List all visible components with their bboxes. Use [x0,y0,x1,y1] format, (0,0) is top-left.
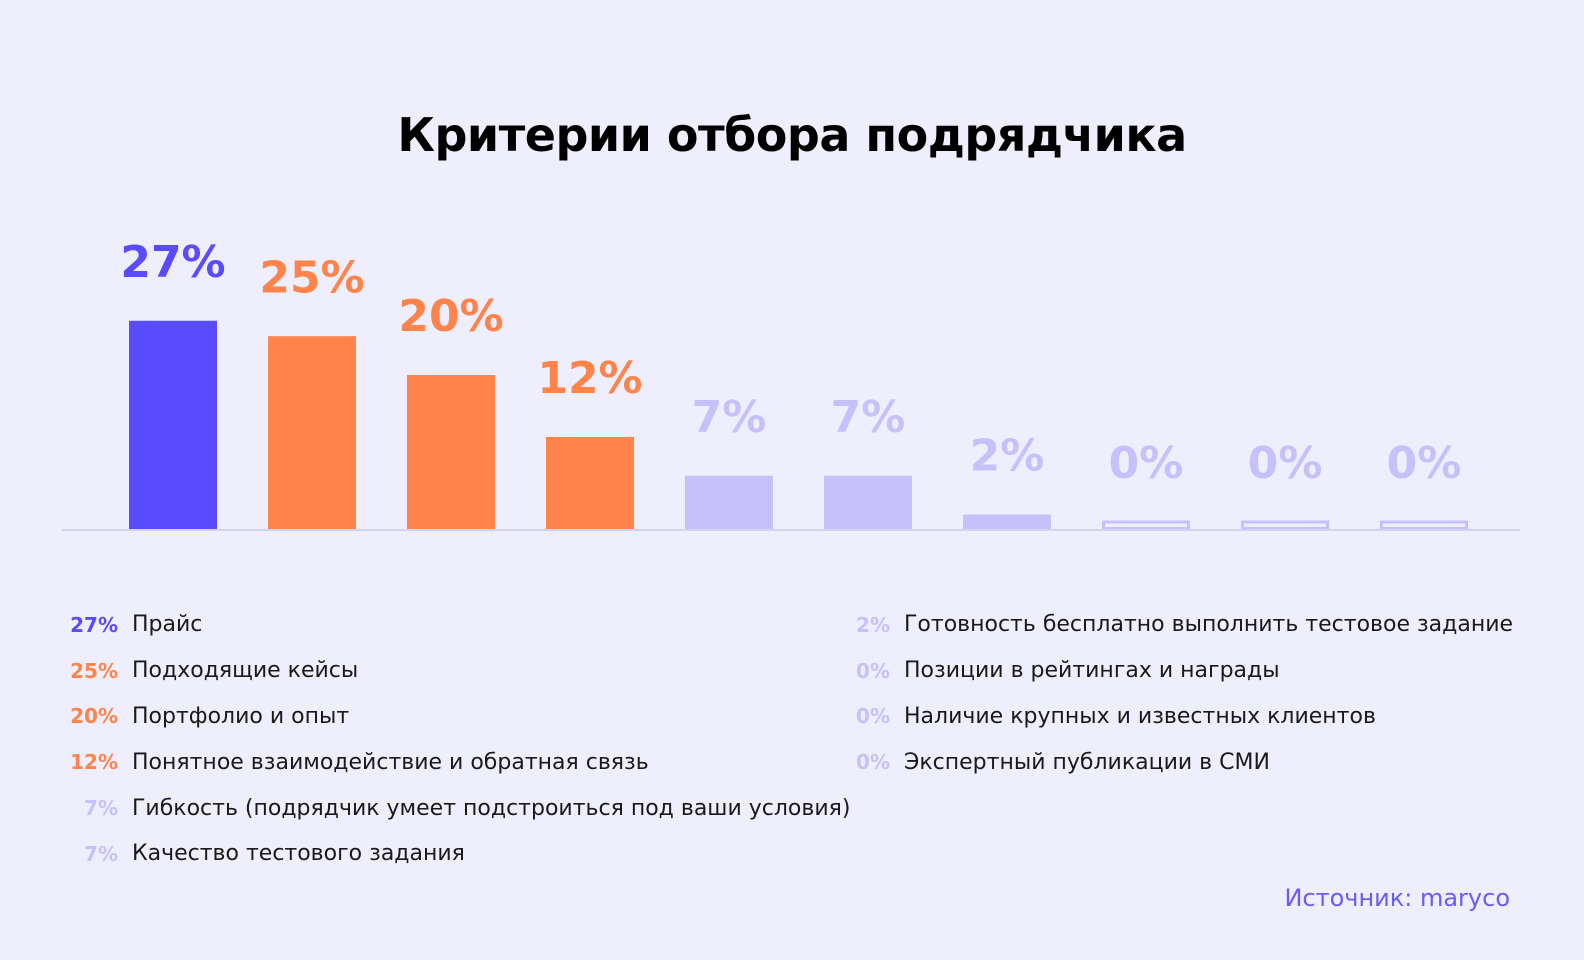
bar-value-label: 2% [970,431,1045,482]
legend-label: Экспертный публикации в СМИ [904,749,1270,775]
bar [407,375,495,530]
bar-value-label: 20% [398,291,503,342]
source-label: Источник: maryco [1284,884,1510,912]
legend-item: 27% Прайс [60,602,850,648]
legend-percent: 25% [70,658,118,683]
bar-chart: 27% 25% 20% 12% 7% 7% 2% 0% 0% 0% [62,237,1520,531]
legend-item: 25% Подходящие кейсы [60,648,850,694]
legend-label: Портфолио и опыт [132,703,350,729]
legend-label: Качество тестового задания [132,841,465,867]
legend-percent: 0% [856,658,890,683]
bar-value-label: 27% [120,237,225,288]
legend-percent: 0% [856,704,890,729]
bar [685,475,773,530]
legend-label: Готовность бесплатно выполнить тестовое … [904,612,1514,638]
legend-label: Понятное взаимодействие и обратная связь [132,749,649,775]
legend-label: Наличие крупных и известных клиентов [904,703,1376,729]
bar [546,437,634,530]
bars-group [129,320,1468,530]
legend-percent: 20% [70,704,118,729]
legend-label: Гибкость (подрядчик умеет подстроиться п… [132,795,851,821]
bar-value-label: 7% [831,392,906,443]
bar [1241,520,1329,530]
legend-item: 20% Портфолио и опыт [60,694,850,740]
legend-percent: 7% [84,796,118,821]
legend-percent: 0% [856,750,890,775]
legend-item: 0% Позиции в рейтингах и награды [840,648,1513,694]
legend-item: 7% Качество тестового задания [60,831,850,877]
bar [963,514,1051,530]
bar-value-label: 7% [692,392,767,443]
bar [824,475,912,530]
bar-value-label: 12% [537,353,642,404]
legend-label: Позиции в рейтингах и награды [904,658,1280,684]
bar [129,320,217,530]
bar-value-label: 0% [1109,438,1184,489]
legend-percent: 27% [70,612,118,637]
legend-percent: 12% [70,750,118,775]
legend-item: 0% Наличие крупных и известных клиентов [840,694,1513,740]
legend-item: 7% Гибкость (подрядчик умеет подстроиться… [60,785,850,831]
legend-item: 0% Экспертный публикации в СМИ [840,739,1513,785]
chart-title: Критерии отбора подрядчика [397,108,1187,162]
legend-item: 12% Понятное взаимодействие и обратная св… [60,739,850,785]
legend-right: 2% Готовность бесплатно выполнить тестово… [840,602,1513,785]
value-labels-group: 27% 25% 20% 12% 7% 7% 2% 0% 0% 0% [120,237,1461,489]
legend-left: 27% Прайс 25% Подходящие кейсы 20% Портфолио … [60,602,850,877]
bar [1102,520,1190,530]
bar-value-label: 0% [1387,438,1462,489]
legend-percent: 7% [84,841,118,866]
legend-label: Прайс [132,612,203,638]
bar-value-label: 0% [1248,438,1323,489]
bar [268,336,356,530]
legend-label: Подходящие кейсы [132,658,359,684]
bar [1380,520,1468,530]
bar-value-label: 25% [259,252,364,303]
legend-percent: 2% [856,612,890,637]
legend-item: 2% Готовность бесплатно выполнить тестово… [840,602,1513,648]
